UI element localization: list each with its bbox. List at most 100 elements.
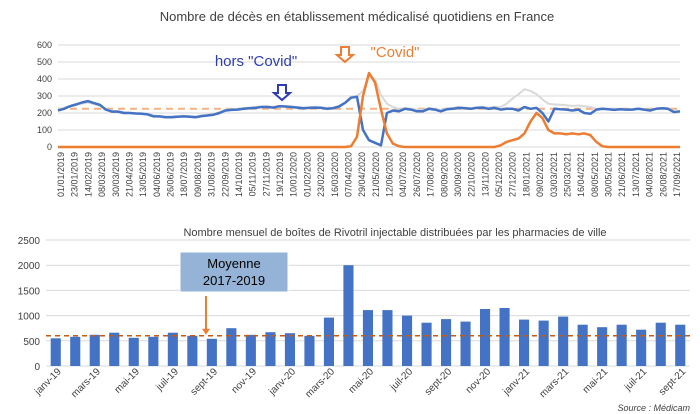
x-tick-label: 22/09/2019 (220, 152, 230, 197)
y-tick-label: 100 (37, 125, 52, 135)
y-tick-label: 1000 (18, 312, 41, 323)
bar (421, 322, 432, 366)
x-tick-label: 19/12/2019 (275, 152, 285, 197)
bar (675, 324, 686, 366)
moyenne-arrow (202, 296, 210, 335)
x-tick-label: 09/08/2019 (193, 152, 203, 197)
bar (323, 317, 334, 366)
bar (460, 321, 471, 366)
moyenne-callout-box (179, 251, 289, 293)
x-tick-label: 18/07/2019 (179, 152, 189, 197)
x-tick-label: 26/06/2019 (166, 152, 176, 197)
x-tick-label: 14/10/2019 (234, 152, 244, 197)
y-tick-label: 0 (34, 362, 40, 373)
x-tick-label: 08/05/2021 (590, 152, 600, 197)
arrow-hors-covid-icon (271, 84, 293, 102)
x-tick-label: 08/03/2019 (97, 152, 107, 197)
y-tick-label: 2000 (18, 261, 41, 272)
annotation-hors-covid: hors "Covid" (215, 53, 297, 70)
y-tick-label: 0 (47, 142, 52, 152)
bar (577, 324, 588, 366)
y-tick-label: 200 (37, 108, 52, 118)
x-tick-label: mars-20 (303, 366, 337, 400)
bar (519, 319, 530, 366)
x-tick-label: 03/03/2021 (549, 152, 559, 197)
bar (50, 338, 61, 366)
x-tick-label: mai-20 (347, 366, 377, 396)
x-tick-label: 26/07/2020 (412, 152, 422, 197)
x-tick-label: sept-21 (657, 366, 689, 398)
x-tick-label: 21/04/2019 (124, 152, 134, 197)
bar (109, 332, 120, 366)
x-tick-label: sept-19 (189, 366, 221, 398)
x-tick-label: 04/06/2019 (152, 152, 162, 197)
chart-title-rivotril: Nombre mensuel de boîtes de Rivotril inj… (183, 227, 606, 239)
x-tick-label: mai-19 (113, 366, 143, 396)
bar (616, 324, 627, 366)
x-tick-label: 09/02/2021 (535, 152, 545, 197)
x-tick-label: mai-21 (581, 366, 611, 396)
y-tick-label: 1500 (18, 286, 41, 297)
x-tick-label: juil-19 (154, 366, 182, 394)
bar (362, 310, 373, 366)
bar (70, 336, 81, 366)
x-tick-label: 27/11/2019 (261, 152, 271, 196)
x-tick-label: 05/12/2020 (494, 152, 504, 197)
x-tick-label: 12/06/2020 (385, 152, 395, 197)
bar (382, 310, 393, 366)
x-tick-label: 16/03/2020 (330, 152, 340, 197)
bar (402, 315, 413, 366)
bar (597, 327, 608, 366)
x-tick-label: 05/11/2019 (248, 152, 258, 196)
bar (148, 336, 159, 366)
moyenne-callout: Moyenne 2017-2019 (179, 251, 289, 293)
annotation-covid: "Covid" (371, 44, 420, 61)
bar (89, 334, 100, 366)
bar (284, 333, 295, 366)
x-tick-label: 27/12/2020 (508, 152, 518, 197)
series-line-covid (58, 71, 680, 149)
chart-title-deces: Nombre de décès en établissement médical… (160, 9, 555, 24)
x-tick-label: 23/02/2020 (316, 152, 326, 197)
x-tick-label: 22/10/2020 (467, 152, 477, 197)
source-note: Source : Médicam (617, 403, 690, 413)
bar (636, 329, 647, 366)
x-tick-label: nov-19 (230, 366, 260, 396)
bar (343, 265, 354, 366)
y-tick-label: 2500 (18, 236, 41, 247)
x-tick-label: janv-20 (266, 366, 298, 398)
x-tick-label: 23/01/2019 (70, 152, 80, 197)
y-tick-label: 500 (37, 57, 52, 67)
x-tick-label: 04/07/2020 (398, 152, 408, 197)
x-tick-label: 21/06/2021 (617, 152, 627, 197)
bar (128, 337, 139, 366)
x-tick-label: 18/01/2021 (521, 152, 531, 197)
bar (226, 328, 237, 366)
x-tick-label: janv-21 (501, 366, 533, 398)
bar (265, 332, 276, 366)
x-tick-label: 17/08/2020 (426, 152, 436, 197)
bar (245, 334, 256, 366)
bar (480, 309, 491, 366)
x-tick-label: sept-20 (423, 366, 455, 398)
x-tick-label: 30/03/2019 (111, 152, 121, 197)
x-tick-label: 13/11/2020 (480, 152, 490, 196)
bar (538, 320, 549, 366)
x-tick-label: 14/02/2019 (83, 152, 93, 197)
x-tick-label: 01/02/2020 (302, 152, 312, 197)
y-tick-label: 400 (37, 74, 52, 84)
x-tick-label: juil-20 (388, 366, 416, 394)
x-tick-label: 31/08/2019 (207, 152, 217, 197)
x-tick-label: 13/05/2019 (138, 152, 148, 197)
x-tick-label: mars-21 (538, 366, 572, 400)
x-tick-label: 04/08/2021 (645, 152, 655, 197)
x-tick-label: 30/05/2021 (604, 152, 614, 197)
bar (441, 319, 452, 366)
bar (304, 335, 315, 366)
x-tick-label: 29/04/2020 (357, 152, 367, 197)
x-tick-label: 01/01/2019 (56, 152, 66, 197)
x-tick-label: 17/09/2021 (672, 152, 682, 197)
series-line-hors-covid (57, 95, 681, 147)
